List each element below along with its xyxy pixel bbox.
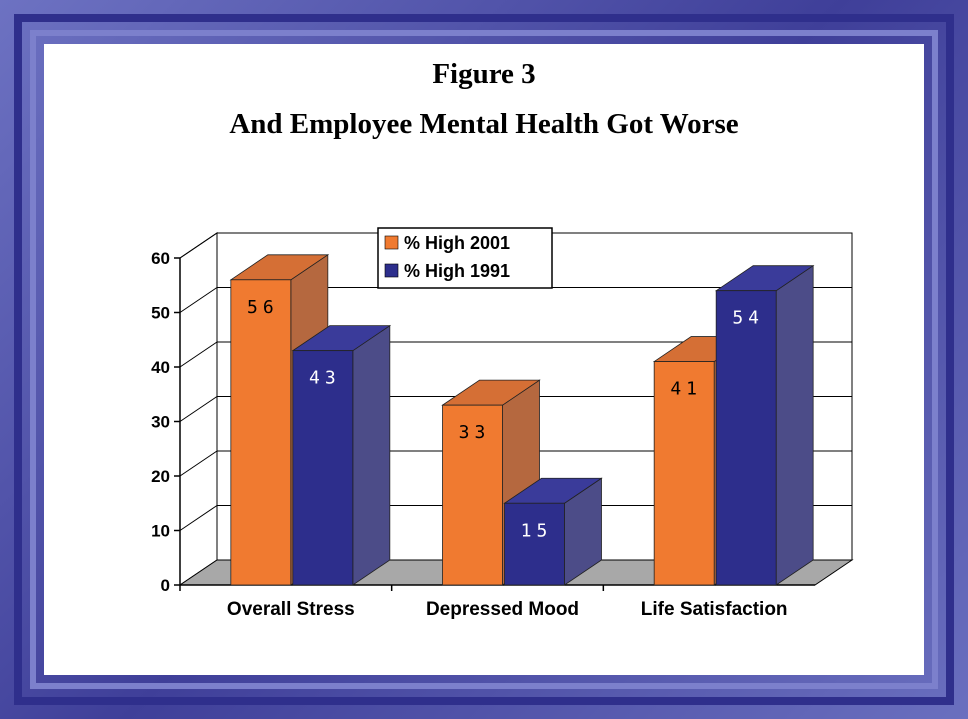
bar-front bbox=[715, 290, 777, 586]
data-label: 41 bbox=[670, 379, 702, 400]
legend-swatch-2001 bbox=[384, 235, 399, 250]
data-label: 15 bbox=[521, 520, 553, 541]
legend-label-2001: % High 2001 bbox=[404, 233, 510, 253]
bars bbox=[229, 254, 815, 586]
y-tick-label: 60 bbox=[151, 249, 170, 268]
gridline-side bbox=[179, 396, 218, 422]
data-label: 43 bbox=[309, 368, 341, 389]
legend-swatch-1991 bbox=[384, 263, 399, 278]
y-tick-label: 20 bbox=[151, 467, 170, 486]
y-tick-label: 40 bbox=[151, 358, 170, 377]
frame-border-inner bbox=[30, 30, 938, 689]
bar-front bbox=[653, 361, 715, 586]
figure-subtitle: And Employee Mental Health Got Worse bbox=[229, 108, 739, 140]
data-label: 56 bbox=[247, 297, 279, 318]
bar bbox=[291, 324, 392, 586]
frame-border-outer bbox=[14, 14, 954, 705]
gridline-side bbox=[179, 505, 218, 531]
bar-side bbox=[775, 264, 814, 586]
figure-title: Figure 3 bbox=[432, 58, 536, 90]
gridline-side bbox=[179, 232, 218, 259]
data-label: 54 bbox=[732, 308, 764, 329]
bar-side bbox=[352, 324, 391, 586]
x-category-label: Life Satisfaction bbox=[641, 599, 788, 620]
bar bbox=[714, 264, 815, 586]
x-category-label: Depressed Mood bbox=[426, 599, 579, 620]
legend-label-1991: % High 1991 bbox=[404, 261, 510, 281]
data-labels: 56 43 33 15 41 54 bbox=[247, 297, 764, 541]
gridline-side bbox=[179, 287, 218, 313]
y-tick-label: 10 bbox=[151, 522, 170, 541]
bar-front bbox=[442, 404, 503, 586]
data-label: 33 bbox=[459, 422, 491, 443]
y-tick-label: 0 bbox=[161, 576, 170, 595]
bar bbox=[503, 477, 603, 586]
gridline-side bbox=[179, 450, 218, 477]
x-category-label: Overall Stress bbox=[227, 599, 355, 620]
legend-box bbox=[377, 227, 553, 289]
gridline-side bbox=[179, 341, 218, 368]
bar-front bbox=[230, 279, 292, 586]
legend: % High 2001 % High 1991 bbox=[377, 227, 553, 289]
y-tick-label: 30 bbox=[151, 413, 170, 432]
x-axis-labels: Overall Stress Depressed Mood Life Satisfa… bbox=[227, 599, 788, 620]
y-tick-label: 50 bbox=[151, 304, 170, 323]
bar-front bbox=[292, 350, 354, 586]
bar-front bbox=[504, 502, 565, 586]
